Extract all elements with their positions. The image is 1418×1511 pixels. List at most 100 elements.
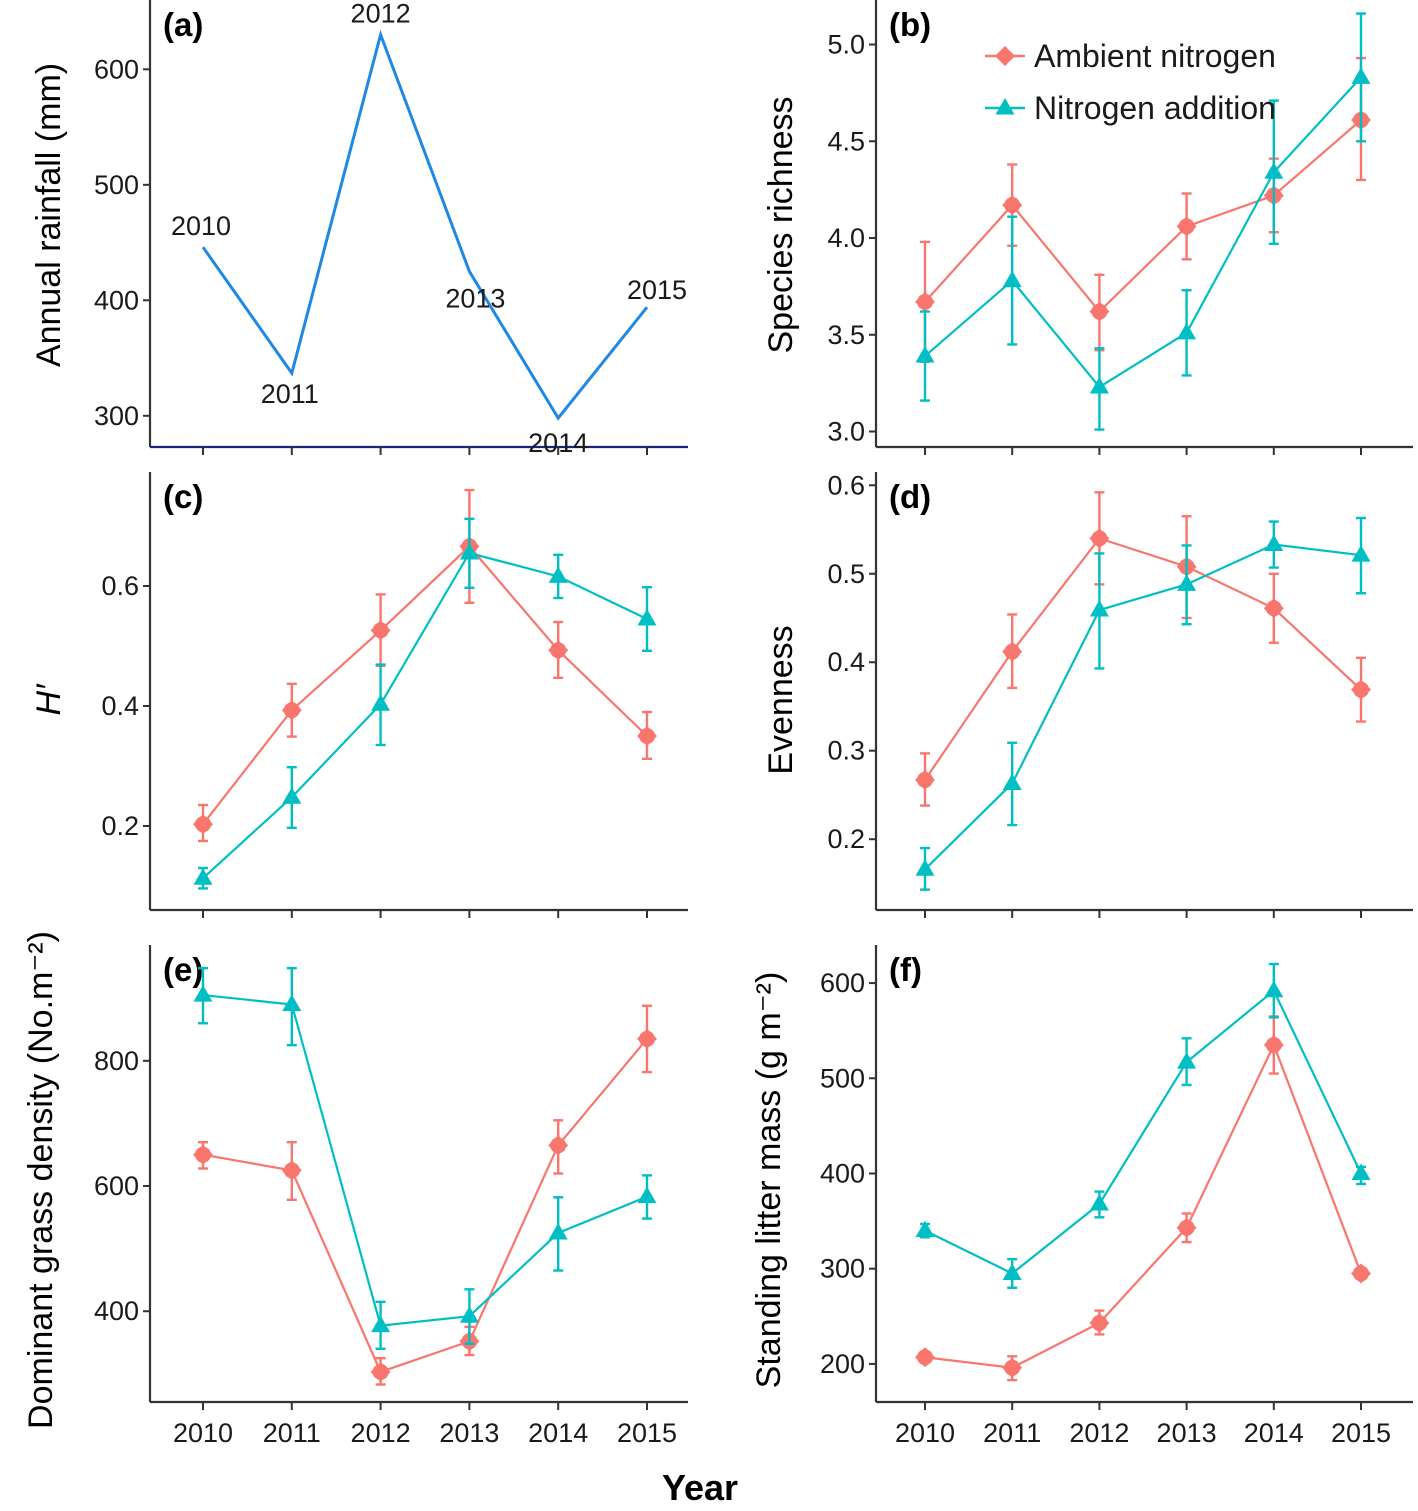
x-tick-label: 2015 (617, 1418, 677, 1448)
data-point-addition (282, 787, 302, 804)
x-tick-label: 2015 (1331, 1418, 1391, 1448)
data-point-ambient-core (1004, 197, 1021, 214)
data-point-addition (1002, 270, 1022, 288)
x-tick-label: 2011 (263, 1418, 321, 1448)
y-tick-label: 600 (820, 968, 865, 998)
data-point-ambient-core (1178, 218, 1195, 235)
legend-marker-circle (995, 46, 1015, 66)
point-label: 2011 (261, 379, 319, 409)
x-tick-label: 2010 (895, 1418, 955, 1448)
y-axis-title: Annual rainfall (mm) (30, 63, 68, 367)
y-tick-label: 0.5 (827, 559, 865, 589)
panel-label: (c) (163, 478, 203, 515)
data-point-addition (1002, 1263, 1022, 1280)
data-point-addition (1351, 545, 1371, 562)
data-point-addition (1264, 162, 1284, 179)
series-line-ambient-nitrogen (924, 1042, 1363, 1369)
panel-e: 400 600 800 2010 2011 2012 2013 2014 2015 Dominan… (22, 931, 688, 1448)
data-point-addition (1351, 67, 1371, 84)
data-point-addition (193, 985, 213, 1002)
data-point-addition (548, 566, 568, 583)
panel-label: (e) (163, 951, 203, 988)
y-tick-label: 4.5 (827, 126, 865, 156)
point-label: 2010 (171, 211, 231, 241)
point-label: 2013 (445, 283, 505, 313)
x-tick-label: 2012 (351, 1418, 411, 1448)
data-point-addition (548, 1222, 568, 1240)
data-point-ambient-core (550, 1137, 567, 1154)
panel-label: (d) (889, 478, 931, 515)
y-tick-label: 4.0 (827, 223, 865, 253)
y-tick-label: 500 (94, 170, 139, 200)
panel-c: 0.2 0.4 0.6 H′ (c) (30, 472, 688, 918)
data-point-ambient-core (639, 1030, 655, 1047)
panel-label: (b) (889, 6, 931, 43)
data-point-addition (637, 609, 657, 626)
data-point-ambient-core (550, 642, 567, 659)
x-tick-label: 2014 (1244, 1418, 1304, 1448)
data-point-addition (459, 543, 479, 560)
y-tick-label: 0.4 (101, 691, 139, 721)
data-point-ambient-core (1178, 1219, 1195, 1236)
data-point-addition (282, 994, 302, 1011)
y-tick-label: 200 (820, 1349, 865, 1379)
point-label: 2014 (528, 428, 588, 458)
panel-label: (a) (163, 6, 203, 43)
data-point-ambient-core (917, 1349, 933, 1366)
x-tick-label: 2013 (439, 1418, 499, 1448)
legend-marker-triangle (995, 98, 1015, 115)
data-point-addition (371, 694, 391, 711)
data-point-ambient-core (917, 293, 933, 310)
y-axis-title: Standing litter mass (g m⁻²) (750, 972, 788, 1389)
series-line-ambient-nitrogen (202, 544, 648, 825)
y-axis-title: H′ (30, 683, 68, 716)
data-point-ambient-core (195, 1146, 211, 1163)
y-tick-label: 0.2 (827, 824, 865, 854)
panel-f: 200 300 400 500 600 2010 2011 2012 2013 2014 2015 S… (750, 945, 1413, 1448)
panel-d: 0.2 0.3 0.4 0.5 0.6 Evenness (d) (762, 470, 1413, 918)
y-tick-label: 300 (820, 1254, 865, 1284)
series-line-ambient-nitrogen (924, 537, 1362, 781)
x-tick-label: 2014 (528, 1418, 588, 1448)
data-point-addition (915, 1220, 935, 1238)
y-axis-title: Dominant grass density (No.m⁻²) (22, 931, 60, 1429)
y-tick-label: 500 (820, 1063, 865, 1093)
y-tick-label: 600 (94, 54, 139, 84)
legend: Ambient nitrogen Nitrogen addition (985, 38, 1276, 126)
y-tick-label: 600 (94, 1171, 139, 1201)
shared-x-axis-title: Year (662, 1467, 738, 1508)
data-point-addition (1264, 980, 1284, 998)
data-point-ambient-core (372, 1363, 389, 1380)
series-line-nitrogen-addition (202, 551, 648, 880)
data-point-addition (1177, 1052, 1197, 1069)
data-point-addition (1177, 574, 1197, 591)
data-point-ambient-core (1004, 643, 1021, 660)
y-tick-label: 400 (820, 1159, 865, 1189)
data-point-ambient-core (1265, 600, 1282, 617)
y-tick-label: 400 (94, 285, 139, 315)
data-point-ambient-core (283, 1162, 300, 1179)
data-point-addition (1089, 600, 1109, 617)
y-tick-label: 0.4 (827, 647, 865, 677)
data-point-addition (915, 859, 935, 876)
data-point-addition (1089, 377, 1109, 394)
data-point-addition (1264, 534, 1284, 552)
data-point-addition (637, 1186, 657, 1204)
data-point-ambient-core (1091, 1314, 1108, 1331)
data-point-ambient-core (195, 816, 211, 833)
series-line-nitrogen-addition (924, 988, 1362, 1275)
y-tick-label: 3.0 (827, 417, 865, 447)
data-point-addition (1351, 1163, 1371, 1180)
x-tick-label: 2012 (1069, 1418, 1129, 1448)
data-point-ambient-core (372, 622, 389, 639)
data-point-ambient-core (1091, 530, 1108, 547)
panel-label: (f) (889, 951, 922, 988)
panel-b: 3.0 3.5 4.0 4.5 5.0 Species richness (b) Ambien… (762, 0, 1413, 455)
data-point-addition (193, 868, 213, 885)
x-tick-label: 2013 (1157, 1418, 1217, 1448)
data-point-addition (1177, 322, 1197, 340)
data-point-addition (1002, 773, 1022, 790)
data-point-ambient-core (1353, 681, 1369, 698)
y-tick-label: 0.6 (101, 571, 139, 601)
